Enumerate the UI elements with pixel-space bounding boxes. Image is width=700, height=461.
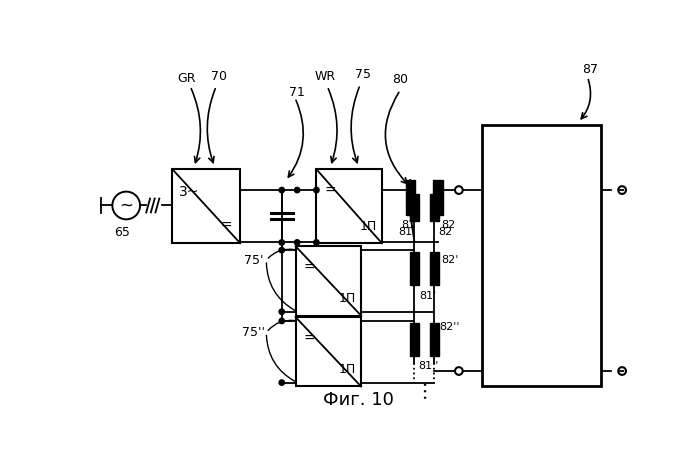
Circle shape bbox=[295, 240, 300, 245]
Text: 1Π: 1Π bbox=[359, 220, 377, 233]
Bar bbox=[172, 169, 240, 243]
Text: =: = bbox=[220, 219, 232, 233]
Bar bbox=[295, 317, 361, 386]
Text: 65: 65 bbox=[114, 226, 130, 239]
Text: 82: 82 bbox=[442, 220, 456, 230]
Text: 81'': 81'' bbox=[418, 361, 438, 372]
Bar bbox=[410, 323, 419, 355]
Text: 75': 75' bbox=[244, 254, 263, 266]
Circle shape bbox=[279, 318, 284, 324]
Bar bbox=[295, 246, 361, 316]
Bar bbox=[410, 253, 419, 285]
Text: WR: WR bbox=[315, 71, 336, 83]
Text: ⋯: ⋯ bbox=[414, 378, 434, 398]
Circle shape bbox=[279, 187, 284, 193]
Text: ~: ~ bbox=[119, 196, 133, 214]
Circle shape bbox=[279, 380, 284, 385]
Bar bbox=[433, 180, 442, 215]
Text: 70: 70 bbox=[211, 71, 227, 83]
Bar bbox=[430, 194, 439, 221]
Bar bbox=[410, 194, 419, 221]
Text: 87: 87 bbox=[582, 63, 598, 76]
Text: 1Π: 1Π bbox=[339, 363, 356, 376]
Text: 81: 81 bbox=[398, 227, 412, 237]
Circle shape bbox=[279, 309, 284, 314]
Bar bbox=[316, 169, 382, 243]
Text: =: = bbox=[304, 261, 315, 275]
Text: =: = bbox=[324, 184, 336, 198]
Text: GR: GR bbox=[177, 72, 195, 85]
Text: 75: 75 bbox=[355, 68, 370, 81]
Text: 71: 71 bbox=[289, 86, 305, 99]
Bar bbox=[406, 180, 415, 215]
Circle shape bbox=[314, 187, 319, 193]
Text: Фиг. 10: Фиг. 10 bbox=[323, 390, 394, 408]
Text: 75'': 75'' bbox=[241, 326, 265, 339]
Circle shape bbox=[295, 187, 300, 193]
Bar bbox=[482, 124, 601, 386]
Text: 82: 82 bbox=[438, 227, 452, 237]
Text: 1Π: 1Π bbox=[339, 292, 356, 305]
Text: 80: 80 bbox=[392, 73, 408, 87]
Circle shape bbox=[279, 240, 284, 245]
Text: 3~: 3~ bbox=[179, 185, 200, 199]
Text: 81': 81' bbox=[419, 290, 437, 301]
Text: 82'': 82'' bbox=[440, 322, 460, 332]
Circle shape bbox=[314, 240, 319, 245]
Bar bbox=[430, 323, 439, 355]
Text: =: = bbox=[304, 331, 315, 346]
Text: 82': 82' bbox=[441, 255, 458, 265]
Text: 81: 81 bbox=[402, 220, 416, 230]
Bar bbox=[430, 253, 439, 285]
Circle shape bbox=[279, 248, 284, 253]
